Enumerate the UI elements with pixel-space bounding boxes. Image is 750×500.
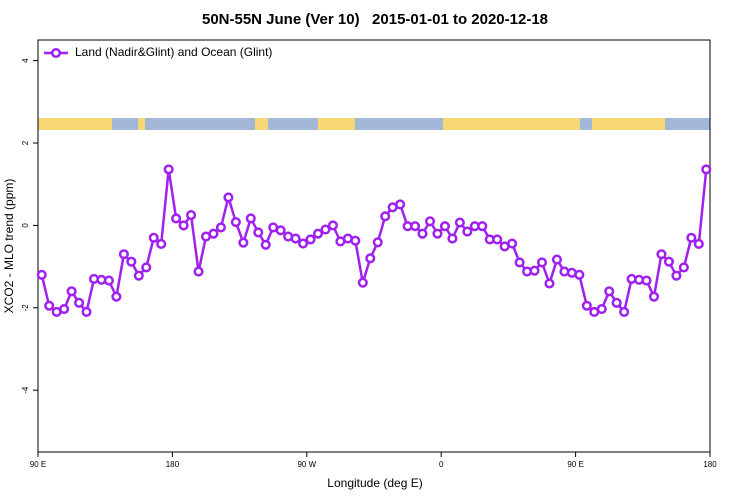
data-point — [103, 275, 114, 286]
x-tick-label: 90 E — [567, 460, 583, 469]
data-point — [604, 286, 615, 297]
data-point — [462, 226, 473, 237]
data-point — [148, 232, 159, 243]
plot-frame — [37, 39, 711, 453]
data-point — [656, 249, 667, 260]
ocean-band — [112, 118, 138, 130]
x-tick-label: 0 — [439, 460, 444, 469]
ocean-band — [580, 118, 592, 130]
x-axis-label: Longitude (deg E) — [327, 476, 422, 490]
data-point — [298, 238, 309, 249]
data-point — [693, 238, 704, 249]
data-point — [686, 232, 697, 243]
ocean-band — [268, 118, 318, 130]
data-point — [305, 234, 316, 245]
data-point — [208, 228, 219, 239]
data-point — [260, 239, 271, 250]
data-point — [514, 257, 525, 268]
data-point — [111, 291, 122, 302]
data-point — [171, 213, 182, 224]
data-point — [327, 220, 338, 231]
data-point — [350, 235, 361, 246]
data-point — [477, 221, 488, 232]
ocean-band — [145, 118, 255, 130]
data-point — [193, 266, 204, 277]
data-point — [529, 265, 540, 276]
data-point — [275, 225, 286, 236]
y-tick-label: -2 — [21, 304, 30, 312]
data-point — [439, 221, 450, 232]
x-tick-label: 180 — [703, 460, 717, 469]
data-point — [290, 233, 301, 244]
y-tick-label: 4 — [21, 58, 30, 63]
data-point — [357, 277, 368, 288]
data-point — [238, 237, 249, 248]
data-point — [619, 306, 630, 317]
x-tick-label: 90 W — [297, 460, 316, 469]
data-point — [81, 306, 92, 317]
data-point — [507, 238, 518, 249]
data-point — [380, 211, 391, 222]
data-point — [44, 300, 55, 311]
data-point — [671, 270, 682, 281]
data-point — [424, 216, 436, 227]
data-point — [395, 199, 406, 210]
data-point — [372, 237, 383, 248]
data-point — [641, 275, 652, 286]
y-tick-label: 2 — [21, 140, 30, 145]
data-point — [245, 213, 256, 224]
data-point — [133, 270, 144, 281]
data-point — [447, 233, 458, 244]
data-point — [118, 249, 129, 260]
data-point — [454, 217, 465, 228]
data-point — [611, 297, 622, 308]
data-point — [223, 192, 234, 203]
legend-label: Land (Nadir&Glint) and Ocean (Glint) — [75, 45, 272, 59]
y-tick-label: -4 — [21, 386, 30, 394]
data-point — [574, 269, 585, 280]
x-tick-label: 90 E — [30, 460, 46, 469]
land-ocean-strip — [38, 118, 710, 130]
y-tick-label: 0 — [21, 223, 30, 228]
data-point — [126, 256, 137, 267]
legend-marker — [50, 47, 62, 59]
data-point — [492, 234, 503, 245]
data-point — [320, 224, 331, 235]
data-point — [66, 286, 77, 297]
data-point — [544, 278, 555, 289]
data-point — [596, 303, 607, 315]
data-point — [365, 253, 376, 264]
data-point — [36, 269, 47, 280]
data-point — [215, 222, 226, 233]
data-point — [417, 228, 428, 239]
ocean-band — [355, 118, 443, 130]
data-point — [648, 291, 660, 302]
data-point — [581, 300, 592, 311]
y-axis-label: XCO2 - MLO trend (ppm) — [2, 179, 16, 314]
data-point — [141, 262, 152, 273]
data-point — [678, 262, 689, 273]
data-point — [663, 256, 674, 267]
data-point — [432, 228, 443, 239]
data-point — [186, 210, 197, 221]
data-point — [701, 164, 712, 175]
data-point — [536, 257, 548, 268]
data-point — [253, 227, 264, 238]
ocean-band — [665, 118, 710, 130]
chart-title: 50N-55N June (Ver 10) 2015-01-01 to 2020… — [202, 11, 548, 28]
data-point — [156, 238, 167, 249]
x-tick-label: 180 — [166, 460, 180, 469]
data-point — [230, 217, 241, 228]
data-point — [59, 303, 70, 315]
data-point — [551, 254, 562, 265]
data-point — [74, 297, 85, 308]
data-point — [178, 220, 189, 231]
data-point — [163, 164, 174, 175]
data-point — [410, 221, 421, 232]
data-point — [312, 228, 324, 239]
